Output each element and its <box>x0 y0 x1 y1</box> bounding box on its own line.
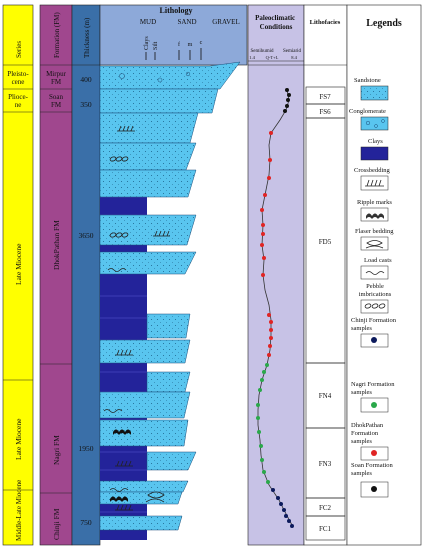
lithology-column <box>99 61 241 540</box>
paleoclimatic-title: Paleoclimatic Conditions <box>255 14 297 31</box>
crossbedding-symbol <box>153 230 170 237</box>
legend-label-crossbedding: Crossbedding <box>354 167 391 174</box>
clays-swatch <box>360 146 389 161</box>
lithology-title: Lithology <box>160 6 193 15</box>
lithofacies-boxes <box>305 86 346 541</box>
legend-label-sandstone: Sandstone <box>354 77 381 84</box>
lithofacies-fd5: FD5 <box>319 238 332 246</box>
legend-label-soan-samples: Soan Formation samples <box>351 462 393 477</box>
flaser-bedding-icon <box>365 240 384 249</box>
pebble-imbrication-icon <box>364 303 386 309</box>
lithofacies-column <box>303 4 348 546</box>
thickness-column <box>71 4 101 546</box>
semiarid-label: Semiarid <box>283 49 302 54</box>
load-casts-symbol <box>109 488 129 492</box>
series-late-miocene-upper: Late Miocene <box>14 243 23 285</box>
scale-tick-3: 8.4 <box>291 55 297 60</box>
legend-label-flaser-bedding: Flaser bedding <box>355 228 394 235</box>
formation-mirpur: Mirpur FM <box>46 70 67 86</box>
legend: Sandstone Conglomerate Clays Crossbeddin… <box>349 77 397 498</box>
legend-label-ripple-marks: Ripple marks <box>357 199 392 206</box>
series-pliocene: Plioce-ne <box>8 93 28 109</box>
crossbedding-symbol <box>115 504 133 511</box>
formation-nagri: Nagri FM <box>52 435 61 465</box>
crossbedding-symbol <box>115 349 133 356</box>
silt-label: Silt <box>153 41 159 50</box>
lithofacies-fn3: FN3 <box>319 460 332 468</box>
fine-label: f <box>178 41 180 48</box>
ripple-marks-icon <box>366 213 384 219</box>
paleoclimate-column <box>247 4 305 546</box>
sand-dots <box>100 62 240 530</box>
semihumid-label: Semihumid <box>250 49 274 54</box>
formation-column <box>39 4 73 546</box>
conglomerate-swatch <box>360 116 389 131</box>
paleoclimate-curve <box>256 88 294 528</box>
nagri-sample-dot <box>371 402 377 408</box>
lithofacies-fn4: FN4 <box>319 392 332 400</box>
dhokpathan-samples <box>260 131 273 357</box>
legend-label-dhokpathan-samples: DhokPathan Formation samples <box>351 422 384 445</box>
lithofacies-fs6: FS6 <box>319 108 331 116</box>
thickness-3650: 3650 <box>79 231 94 240</box>
chinji-samples <box>271 488 294 528</box>
series-column <box>2 4 34 546</box>
legend-label-pebble-imbrications: Pebble imbrications <box>359 283 392 298</box>
pebble-circles <box>119 71 191 83</box>
formation-header: Formation (FM) <box>53 12 61 58</box>
series-middle-late-miocene: Middle-Late Miocene <box>15 480 23 541</box>
load-casts-icon <box>365 271 385 275</box>
flaser-bedding-symbol <box>145 491 165 503</box>
pebble-imbrication-symbol <box>109 232 129 238</box>
series-boundaries <box>3 88 33 491</box>
legends-title: Legends <box>366 18 402 29</box>
legend-label-conglomerate: Conglomerate <box>349 108 386 115</box>
thickness-1950: 1950 <box>79 444 94 453</box>
formation-soan: Soan FM <box>49 93 64 109</box>
legend-label-chinji-samples: Chinji Formation samples <box>351 317 397 332</box>
grain-size-ticks <box>145 48 202 60</box>
legend-label-load-casts: Load casts <box>364 257 392 264</box>
crossbedding-symbol <box>117 125 135 132</box>
load-casts-symbol <box>103 409 123 413</box>
chinji-sample-dot <box>371 337 377 343</box>
sand-label: SAND <box>177 18 196 26</box>
legend-label-clays: Clays <box>368 138 383 145</box>
lithofacies-fc2: FC2 <box>319 504 332 512</box>
pebble-imbrication-symbol <box>109 156 129 162</box>
lithofacies-title: Lithofacies <box>310 19 341 26</box>
thickness-400: 400 <box>80 75 92 84</box>
mud-label: MUD <box>140 18 156 26</box>
nagri-samples <box>256 363 270 484</box>
ripple-marks-symbol <box>113 429 131 435</box>
soan-sample-dot <box>371 486 377 492</box>
thickness-750: 750 <box>80 518 92 527</box>
series-header: Series <box>15 41 23 58</box>
thickness-350: 350 <box>80 100 92 109</box>
lithofacies-fs7: FS7 <box>319 93 331 101</box>
formation-dhokpathan: DhokPathan FM <box>52 220 61 270</box>
soan-samples <box>283 88 291 113</box>
dhokpathan-sample-dot <box>371 450 377 456</box>
lithology-header <box>99 4 248 66</box>
ripple-marks-symbol <box>110 496 128 502</box>
series-late-miocene-lower: Late Miocene <box>14 418 23 460</box>
formation-boundaries <box>40 88 72 494</box>
medium-label: m <box>188 42 193 48</box>
legend-label-nagri-samples: Nagri Formation samples <box>351 381 395 396</box>
scale-tick-1: 1.4 <box>249 55 255 60</box>
gravel-label: GRAVEL <box>212 18 239 26</box>
crossbedding-symbol <box>115 460 133 467</box>
formation-chinji: Chinji FM <box>52 508 61 540</box>
scale-tick-2: Q-T+L <box>266 55 279 60</box>
coarse-label: c <box>200 40 203 46</box>
lithofacies-fc1: FC1 <box>319 525 332 533</box>
crossbedding-icon <box>365 179 384 187</box>
thickness-header: Thickness (m) <box>83 17 91 58</box>
load-casts-symbol <box>107 268 127 272</box>
series-pleistocene: Pleisto-cene <box>7 70 29 86</box>
clays-label: Clays <box>144 36 150 50</box>
